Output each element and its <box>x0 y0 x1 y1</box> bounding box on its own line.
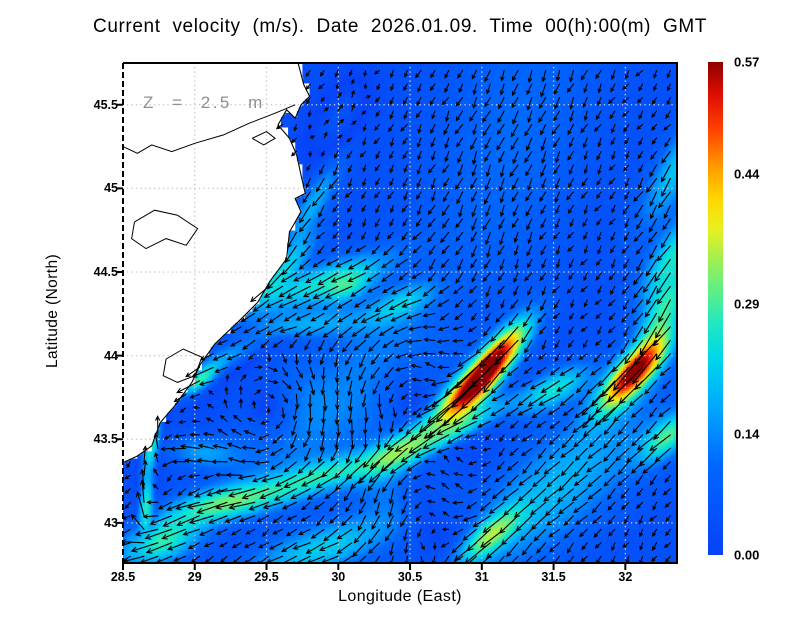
x-tick-label: 29.5 <box>254 570 279 584</box>
colorbar-tick-label: 0.29 <box>734 296 760 312</box>
y-tick-label: 44 <box>104 348 118 363</box>
x-tick-label: 30.5 <box>397 570 423 584</box>
x-tick-label: 32 <box>618 570 633 584</box>
colorbar-tick-label: 0.14 <box>734 426 760 442</box>
x-tick-label: 28.5 <box>110 570 136 584</box>
y-tick-label: 43 <box>104 515 118 530</box>
x-axis-title: Longitude (East) <box>338 588 462 605</box>
velocity-heatmap-canvas <box>123 63 677 563</box>
x-tick-label: 29 <box>187 570 202 584</box>
depth-annotation: Z = 2.5 m <box>143 93 265 112</box>
colorbar-gradient <box>708 62 723 555</box>
x-tick-label: 30 <box>331 570 346 584</box>
y-tick-label: 43.5 <box>93 432 118 447</box>
plot-title: Current velocity (m/s). Date 2026.01.09.… <box>93 16 707 37</box>
y-tick-label: 44.5 <box>93 265 118 280</box>
y-axis-title: Latitude (North) <box>44 253 61 369</box>
colorbar-tick-label: 0.57 <box>734 54 760 70</box>
x-tick-label: 31.5 <box>541 570 566 584</box>
colorbar-tick-label: 0.00 <box>734 547 760 563</box>
colorbar-tick-label: 0.44 <box>734 166 760 182</box>
y-tick-label: 45.5 <box>93 97 118 112</box>
x-tick-label: 31 <box>474 570 489 584</box>
y-tick-label: 45 <box>104 181 118 196</box>
